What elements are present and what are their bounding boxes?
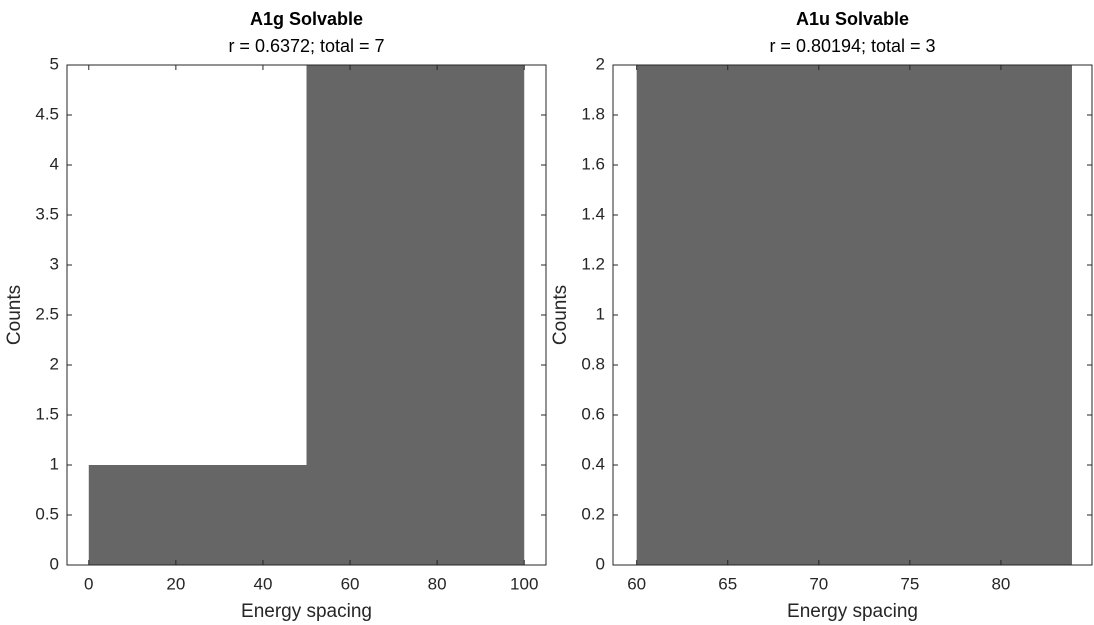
- y-tick-label: 0.4: [581, 454, 605, 473]
- x-axis-label: Energy spacing: [787, 601, 918, 622]
- y-tick-label: 1.4: [581, 204, 605, 223]
- x-tick-label: 75: [900, 574, 919, 593]
- x-tick-label: 40: [253, 574, 272, 593]
- y-tick-label: 0.8: [581, 354, 605, 373]
- chart-title: A1u Solvable: [796, 9, 909, 29]
- x-tick-label: 20: [166, 574, 185, 593]
- y-tick-label: 2.5: [35, 304, 59, 323]
- x-tick-label: 70: [809, 574, 828, 593]
- x-axis-label: Energy spacing: [241, 601, 372, 622]
- x-tick-label: 0: [84, 574, 93, 593]
- y-axis-label: Counts: [550, 285, 571, 345]
- y-axis-label: Counts: [4, 285, 25, 345]
- y-tick-label: 3.5: [35, 204, 59, 223]
- x-tick-label: 80: [991, 574, 1010, 593]
- subplot: 60 65 70 75 80 0 0.2 0.4 0.6 0.8 1 1.2 1.4 1.6 1.8 2 A1u…: [550, 9, 1093, 622]
- y-tick-label: 1: [596, 304, 605, 323]
- x-tick-label: 100: [510, 574, 538, 593]
- y-tick-label: 2: [50, 354, 59, 373]
- subplot: 0 20 40 60 80 100 0 0.5 1 1.5 2 2.5 3 3.5 4 4.5 5 A1g Sol…: [4, 9, 547, 622]
- y-tick-label: 2: [596, 54, 605, 73]
- y-tick-label: 0.5: [35, 504, 59, 523]
- bar: [636, 65, 1072, 565]
- y-tick-label: 1.2: [581, 254, 605, 273]
- y-tick-label: 4: [50, 154, 59, 173]
- bar: [88, 465, 307, 565]
- x-tick-label: 60: [341, 574, 360, 593]
- y-tick-label: 4.5: [35, 104, 59, 123]
- x-tick-label: 80: [428, 574, 447, 593]
- y-tick-label: 0.6: [581, 404, 605, 423]
- y-tick-label: 0.2: [581, 504, 605, 523]
- chart-title: A1g Solvable: [250, 9, 363, 29]
- x-tick-label: 65: [718, 574, 737, 593]
- y-tick-label: 1: [50, 454, 59, 473]
- x-tick-label: 60: [627, 574, 646, 593]
- y-tick-label: 1.8: [581, 104, 605, 123]
- y-tick-label: 3: [50, 254, 59, 273]
- chart-subtitle: r = 0.80194; total = 3: [769, 36, 935, 56]
- y-tick-label: 1.5: [35, 404, 59, 423]
- chart-subtitle: r = 0.6372; total = 7: [228, 36, 384, 56]
- bar: [306, 65, 525, 565]
- y-tick-label: 0: [50, 554, 59, 573]
- y-tick-label: 5: [50, 54, 59, 73]
- y-tick-label: 1.6: [581, 154, 605, 173]
- y-tick-label: 0: [596, 554, 605, 573]
